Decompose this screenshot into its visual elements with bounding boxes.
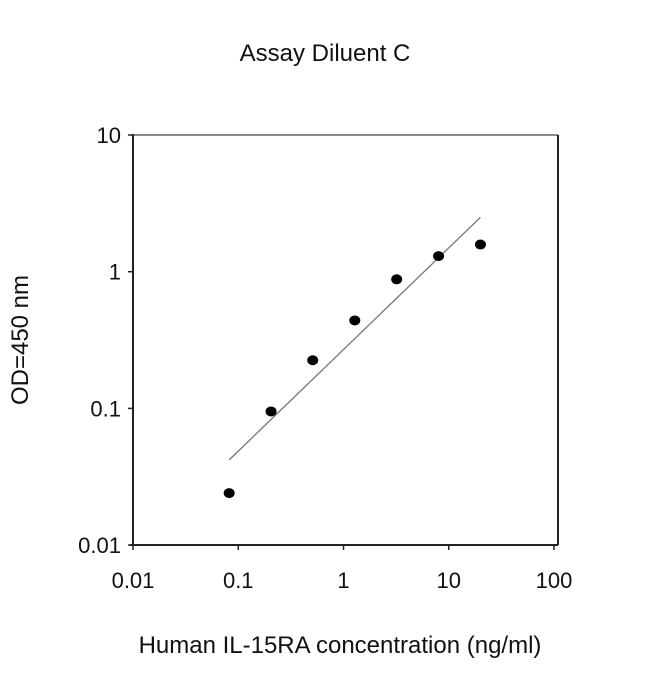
data-point bbox=[433, 251, 445, 262]
axis-ticks: 0.01 0.1 1 10 100 0.01 0.1 1 10 bbox=[78, 123, 572, 593]
x-tick-label: 1 bbox=[337, 568, 349, 593]
data-point bbox=[307, 355, 319, 366]
plot-frame bbox=[130, 134, 559, 546]
data-point bbox=[265, 406, 277, 417]
y-tick-label: 10 bbox=[97, 123, 121, 148]
data-point bbox=[223, 488, 235, 499]
y-tick-label: 0.1 bbox=[90, 396, 121, 421]
data-point bbox=[349, 315, 361, 326]
x-tick-label: 0.1 bbox=[223, 568, 254, 593]
data-point bbox=[391, 274, 403, 285]
y-tick-label: 1 bbox=[109, 260, 121, 285]
x-tick-label: 10 bbox=[437, 568, 461, 593]
x-tick-label: 0.01 bbox=[112, 568, 155, 593]
x-axis-label: Human IL-15RA concentration (ng/ml) bbox=[138, 632, 542, 659]
x-tick-label: 100 bbox=[536, 568, 573, 593]
data-points bbox=[223, 239, 486, 499]
y-tick-label: 0.01 bbox=[78, 533, 121, 558]
chart-title: Assay Diluent C bbox=[239, 40, 411, 67]
data-point bbox=[474, 239, 486, 250]
